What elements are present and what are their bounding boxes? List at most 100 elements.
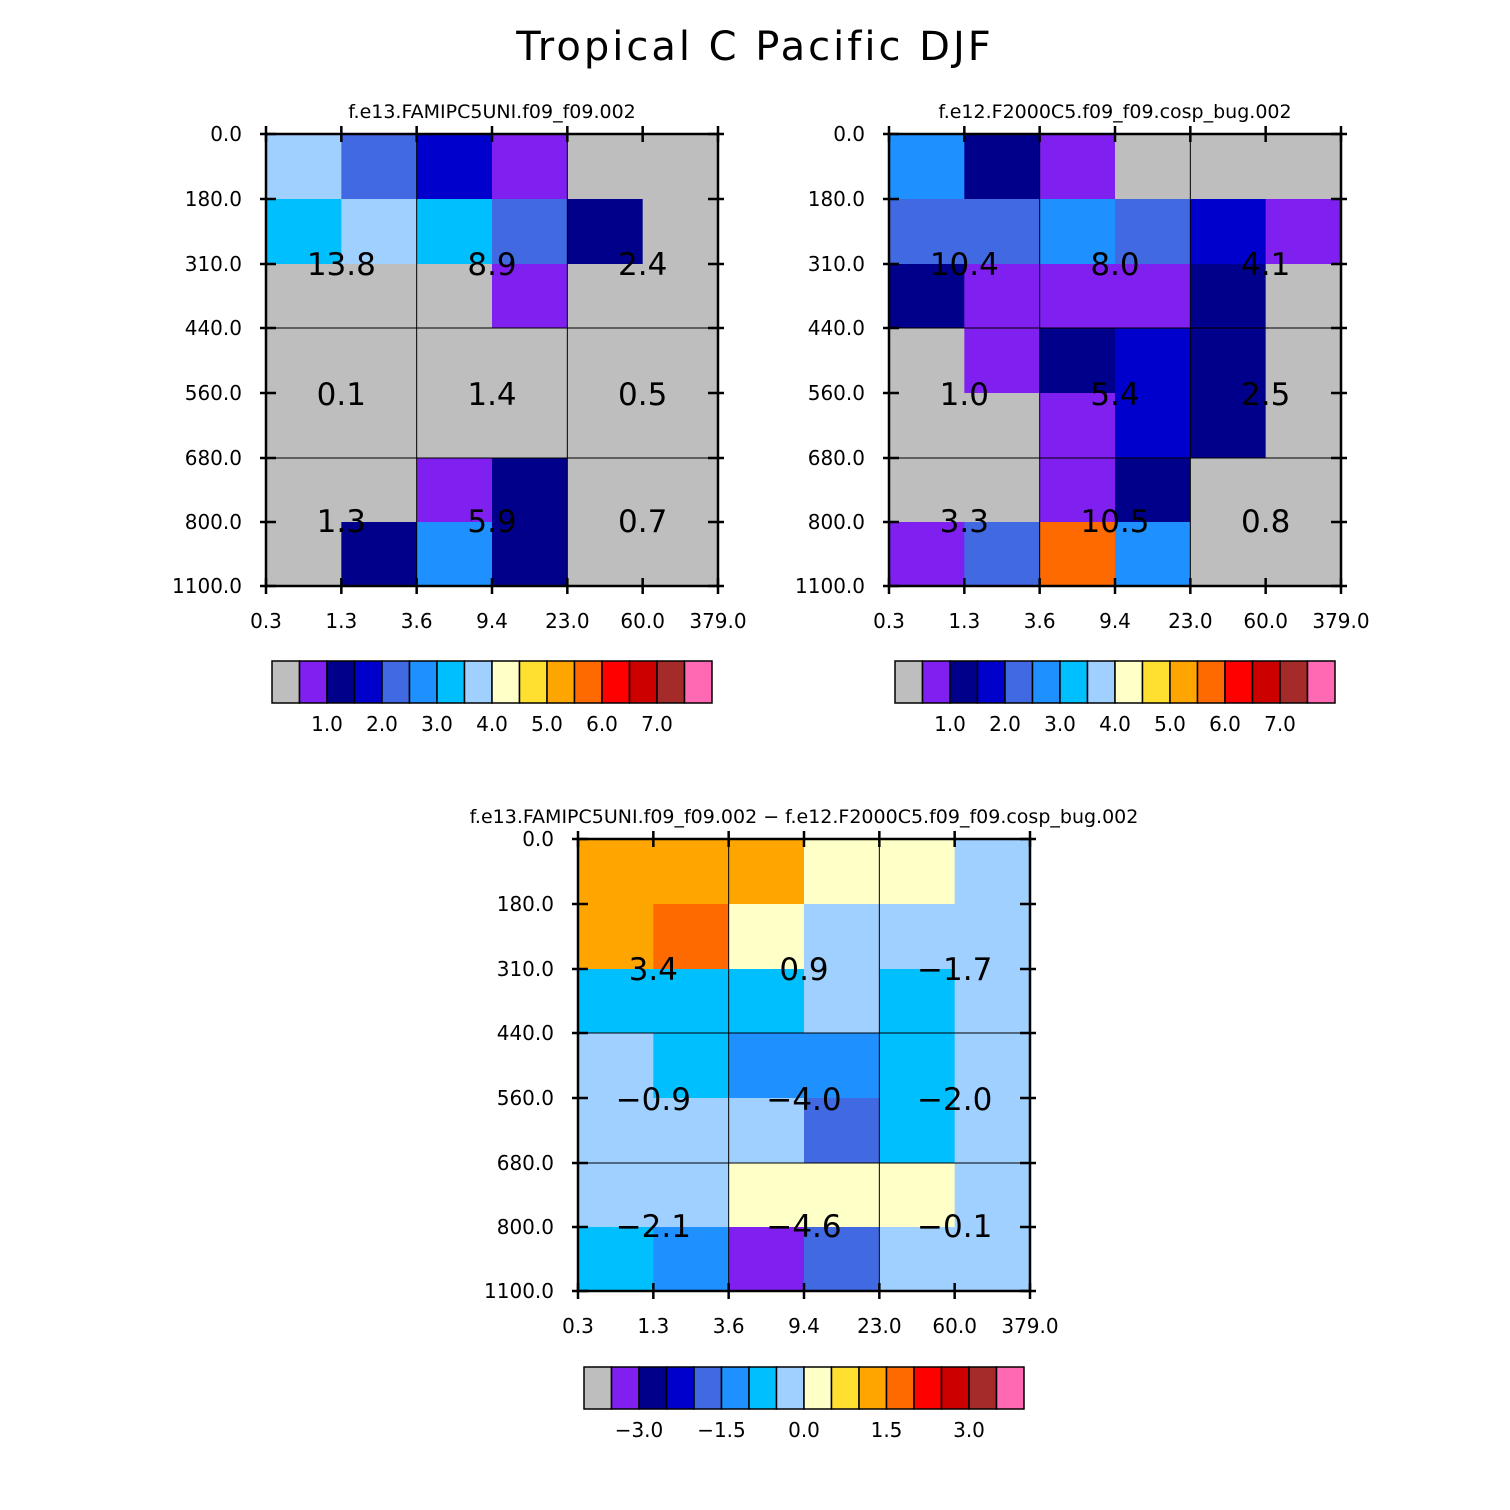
group-value-label: −1.7 bbox=[917, 952, 992, 988]
heatmap-cell bbox=[728, 1163, 805, 1228]
heatmap-cell bbox=[804, 969, 880, 1034]
heatmap-cell bbox=[567, 134, 644, 200]
colorbar: 1.0 2.0 3.0 4.0 5.0 6.0 7.0 bbox=[894, 660, 1336, 736]
y-tick-label: 440.0 bbox=[497, 1021, 554, 1045]
heatmap-cell bbox=[341, 199, 418, 265]
heatmap-cell bbox=[341, 264, 418, 329]
y-tick-label: 680.0 bbox=[185, 446, 242, 470]
heatmap-cell bbox=[492, 134, 568, 200]
heatmap-cell bbox=[642, 264, 719, 329]
heatmap-cell bbox=[653, 1227, 730, 1292]
x-tick-label: 379.0 bbox=[689, 609, 746, 633]
heatmap-cell bbox=[567, 393, 644, 459]
heatmap-cell bbox=[567, 199, 644, 265]
colorbar-label: 3.0 bbox=[421, 712, 453, 736]
colorbar-box bbox=[601, 660, 631, 704]
colorbar-box bbox=[1059, 660, 1089, 704]
y-tick-label: 1100.0 bbox=[172, 574, 242, 598]
heatmap-cell bbox=[578, 1098, 654, 1164]
group-value-label: −2.1 bbox=[616, 1209, 691, 1245]
colorbar-box bbox=[583, 1366, 613, 1410]
heatmap-cell bbox=[804, 1227, 880, 1292]
panel-title: f.e13.FAMIPC5UNI.f09_f09.002 bbox=[348, 101, 636, 123]
x-tick-label: 60.0 bbox=[932, 1314, 977, 1338]
heatmap-cell bbox=[492, 393, 568, 459]
heatmap-cell bbox=[879, 904, 956, 970]
y-tick-label: 0.0 bbox=[522, 827, 554, 851]
y-tick-label: 680.0 bbox=[497, 1151, 554, 1175]
heatmap-cell bbox=[653, 969, 730, 1034]
colorbar-label: 5.0 bbox=[531, 712, 563, 736]
heatmap-cell bbox=[266, 522, 342, 587]
heatmap-cell bbox=[567, 522, 644, 587]
colorbar-box bbox=[1224, 660, 1254, 704]
colorbar-box bbox=[1251, 660, 1281, 704]
colorbar-label: 7.0 bbox=[1264, 712, 1296, 736]
colorbar-box bbox=[1279, 660, 1309, 704]
group-value-label: 4.1 bbox=[1241, 247, 1290, 283]
colorbar-box bbox=[546, 660, 576, 704]
heatmap-cell bbox=[728, 969, 805, 1034]
heatmap-cell bbox=[1115, 393, 1191, 459]
heatmap-cell bbox=[1039, 134, 1116, 200]
heatmap-cell bbox=[964, 328, 1041, 394]
x-tick-label: 3.6 bbox=[713, 1314, 745, 1338]
group-value-label: −4.6 bbox=[766, 1209, 841, 1245]
group-value-label: 0.7 bbox=[618, 504, 667, 540]
heatmap-cell bbox=[578, 969, 654, 1034]
heatmap-cell bbox=[954, 839, 1031, 905]
y-tick-label: 440.0 bbox=[808, 316, 865, 340]
heatmap-cell bbox=[1265, 134, 1342, 200]
heatmap-cell bbox=[954, 1098, 1031, 1164]
colorbar-box bbox=[693, 1366, 723, 1410]
x-tick-label: 9.4 bbox=[1099, 609, 1131, 633]
colorbar-label: 0.0 bbox=[788, 1418, 820, 1442]
y-tick-label: 560.0 bbox=[185, 381, 242, 405]
y-tick-label: 680.0 bbox=[808, 446, 865, 470]
heatmap-cell bbox=[653, 1033, 730, 1099]
heatmap-cell bbox=[954, 1227, 1031, 1292]
heatmap-cell bbox=[416, 199, 493, 265]
colorbar: −3.0 −1.5 0.0 1.5 3.0 bbox=[583, 1366, 1025, 1442]
x-tick-label: 0.3 bbox=[250, 609, 282, 633]
group-value-label: 10.5 bbox=[1080, 504, 1149, 540]
colorbar-box bbox=[628, 660, 658, 704]
colorbar-box bbox=[573, 660, 603, 704]
colorbar-box bbox=[913, 1366, 943, 1410]
heatmap-cell bbox=[266, 393, 342, 459]
heatmap-cell bbox=[341, 328, 418, 394]
colorbar-box bbox=[683, 660, 713, 704]
colorbar-box bbox=[665, 1366, 695, 1410]
heatmap-cell bbox=[1190, 134, 1267, 200]
y-tick-label: 560.0 bbox=[497, 1086, 554, 1110]
heatmap-cell bbox=[954, 1033, 1031, 1099]
colorbar-box bbox=[1114, 660, 1144, 704]
colorbar-box bbox=[894, 660, 924, 704]
colorbar-box bbox=[1141, 660, 1171, 704]
colorbar-box bbox=[326, 660, 356, 704]
heatmap-cell bbox=[954, 969, 1031, 1034]
heatmap-cell bbox=[1190, 458, 1267, 523]
colorbar-box bbox=[976, 660, 1006, 704]
heatmap-cell bbox=[1115, 264, 1191, 329]
heatmap-cell bbox=[567, 458, 644, 523]
heatmap-cell bbox=[578, 1227, 654, 1292]
heatmap-cell bbox=[642, 199, 719, 265]
heatmap-cell bbox=[492, 522, 568, 587]
heatmap-cell bbox=[889, 134, 965, 200]
colorbar-box bbox=[610, 1366, 640, 1410]
heatmap-cell bbox=[492, 328, 568, 394]
heatmap-cell bbox=[879, 1227, 956, 1292]
group-value-label: 1.3 bbox=[317, 504, 366, 540]
heatmap-cell bbox=[964, 264, 1041, 329]
colorbar-box bbox=[1306, 660, 1336, 704]
colorbar-label: −1.5 bbox=[697, 1418, 746, 1442]
colorbar-box bbox=[1169, 660, 1199, 704]
group-value-label: 8.9 bbox=[467, 247, 516, 283]
heatmap-cell bbox=[578, 904, 654, 970]
colorbar-label: 2.0 bbox=[366, 712, 398, 736]
y-tick-label: 180.0 bbox=[808, 187, 865, 211]
group-value-label: 1.0 bbox=[940, 377, 989, 413]
heatmap-cell bbox=[653, 1163, 730, 1228]
group-value-label: 5.4 bbox=[1090, 377, 1139, 413]
